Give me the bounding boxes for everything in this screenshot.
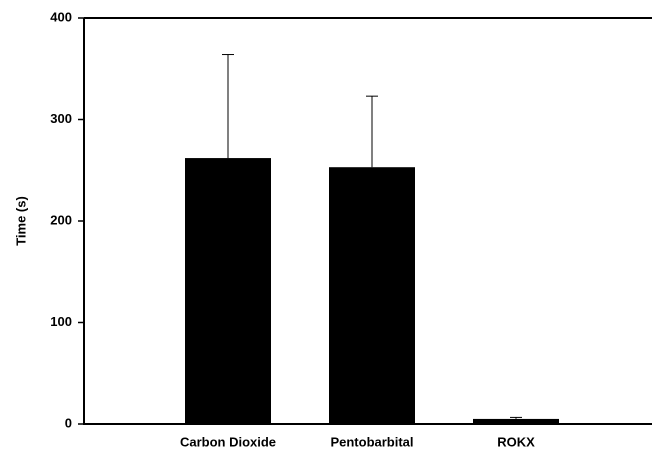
y-tick-label: 0 [65, 415, 72, 430]
bar [185, 158, 271, 424]
x-tick-label: Pentobarbital [330, 434, 413, 449]
bar [329, 167, 415, 424]
x-tick-label: ROKX [497, 434, 535, 449]
y-axis-label: Time (s) [13, 196, 28, 246]
bar [473, 418, 559, 424]
y-tick-label: 200 [50, 212, 72, 227]
y-tick-label: 300 [50, 111, 72, 126]
x-tick-label: Carbon Dioxide [180, 434, 276, 449]
y-tick-label: 400 [50, 9, 72, 24]
y-tick-label: 100 [50, 314, 72, 329]
